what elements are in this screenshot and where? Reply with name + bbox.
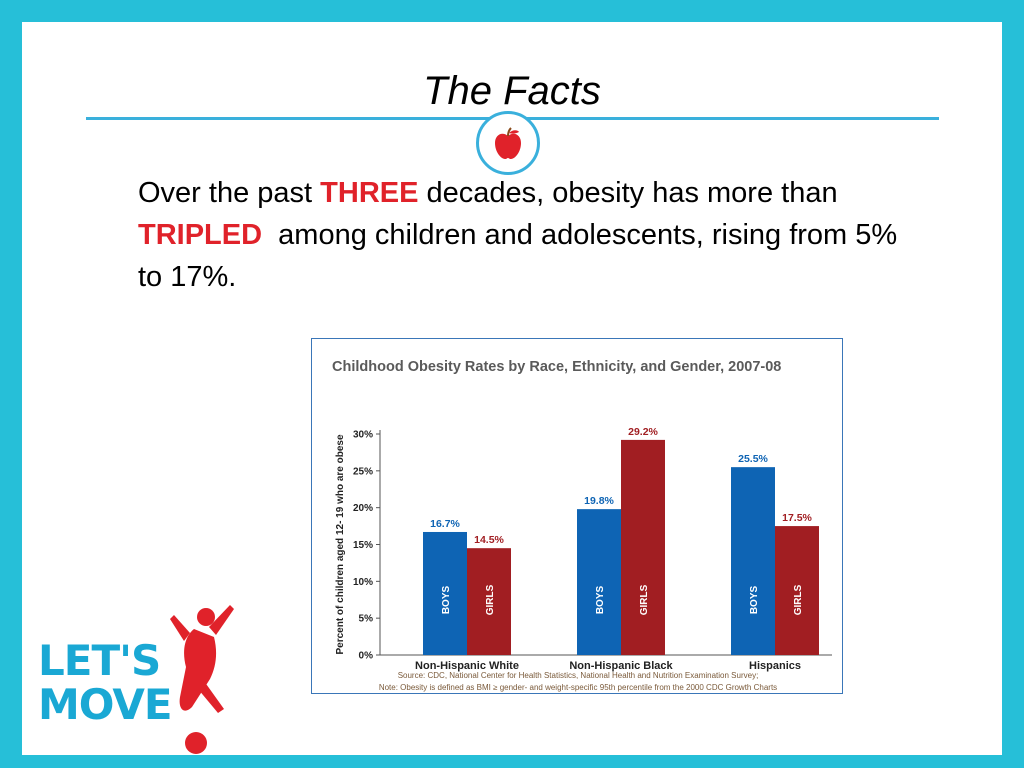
bar-inner-label: GIRLS [639,584,650,615]
logo-line-2: MOVE [38,680,172,729]
y-tick-label: 20% [353,503,373,514]
apple-badge [476,111,540,175]
logo-line-1: LET'S [38,636,160,685]
y-tick-label: 30% [353,430,373,441]
highlight-tripled: TRIPLED [138,219,263,251]
y-tick-label: 0% [359,651,374,662]
body-text-part-1: Over the past [138,177,321,209]
bar-inner-label: BOYS [595,586,606,615]
bar-boys [731,467,775,655]
slide: The Facts Over the past THREE decades, o… [22,22,1002,755]
bar-girls [467,548,511,655]
x-category-label: Hispanics [749,660,801,672]
x-category-label: Non-Hispanic Black [569,660,673,672]
y-tick-label: 5% [359,614,374,625]
slide-title: The Facts [423,69,601,113]
highlight-three: THREE [320,177,419,209]
bar-boys [577,509,621,655]
y-tick-label: 10% [353,577,373,588]
chart-source: Source: CDC, National Center for Health … [398,671,759,680]
chart-title: Childhood Obesity Rates by Race, Ethnici… [332,359,781,375]
lets-move-logo: LET'S MOVE [38,605,234,754]
chart-note: Note: Obesity is defined as BMI ≥ gender… [379,683,777,692]
bar-boys [423,531,467,655]
body-text: Over the past THREE decades, obesity has… [138,172,918,298]
x-category-label: Non-Hispanic White [415,660,519,672]
data-label: 19.8% [584,495,614,507]
obesity-chart: Childhood Obesity Rates by Race, Ethnici… [332,359,832,692]
y-tick-label: 25% [353,466,373,477]
data-label: 17.5% [782,512,812,524]
bar-girls [621,439,665,655]
running-figure-icon [170,605,234,754]
chart-frame: Childhood Obesity Rates by Race, Ethnici… [311,338,843,694]
data-label: 16.7% [430,518,460,530]
bar-inner-label: GIRLS [485,584,496,615]
bar-inner-label: BOYS [441,586,452,615]
body-text-part-2: decades, obesity has more than [418,177,838,209]
bar-inner-label: BOYS [749,586,760,615]
data-label: 25.5% [738,453,768,465]
body-text-part-3: among children and adolescents, rising f… [138,219,906,293]
data-label: 29.2% [628,426,658,438]
y-tick-label: 15% [353,540,373,551]
bar-girls [775,526,819,655]
y-axis-label: Percent of children aged 12- 19 who are … [335,434,346,655]
data-label: 14.5% [474,534,504,546]
bar-inner-label: GIRLS [793,584,804,615]
apple-icon [495,127,521,159]
